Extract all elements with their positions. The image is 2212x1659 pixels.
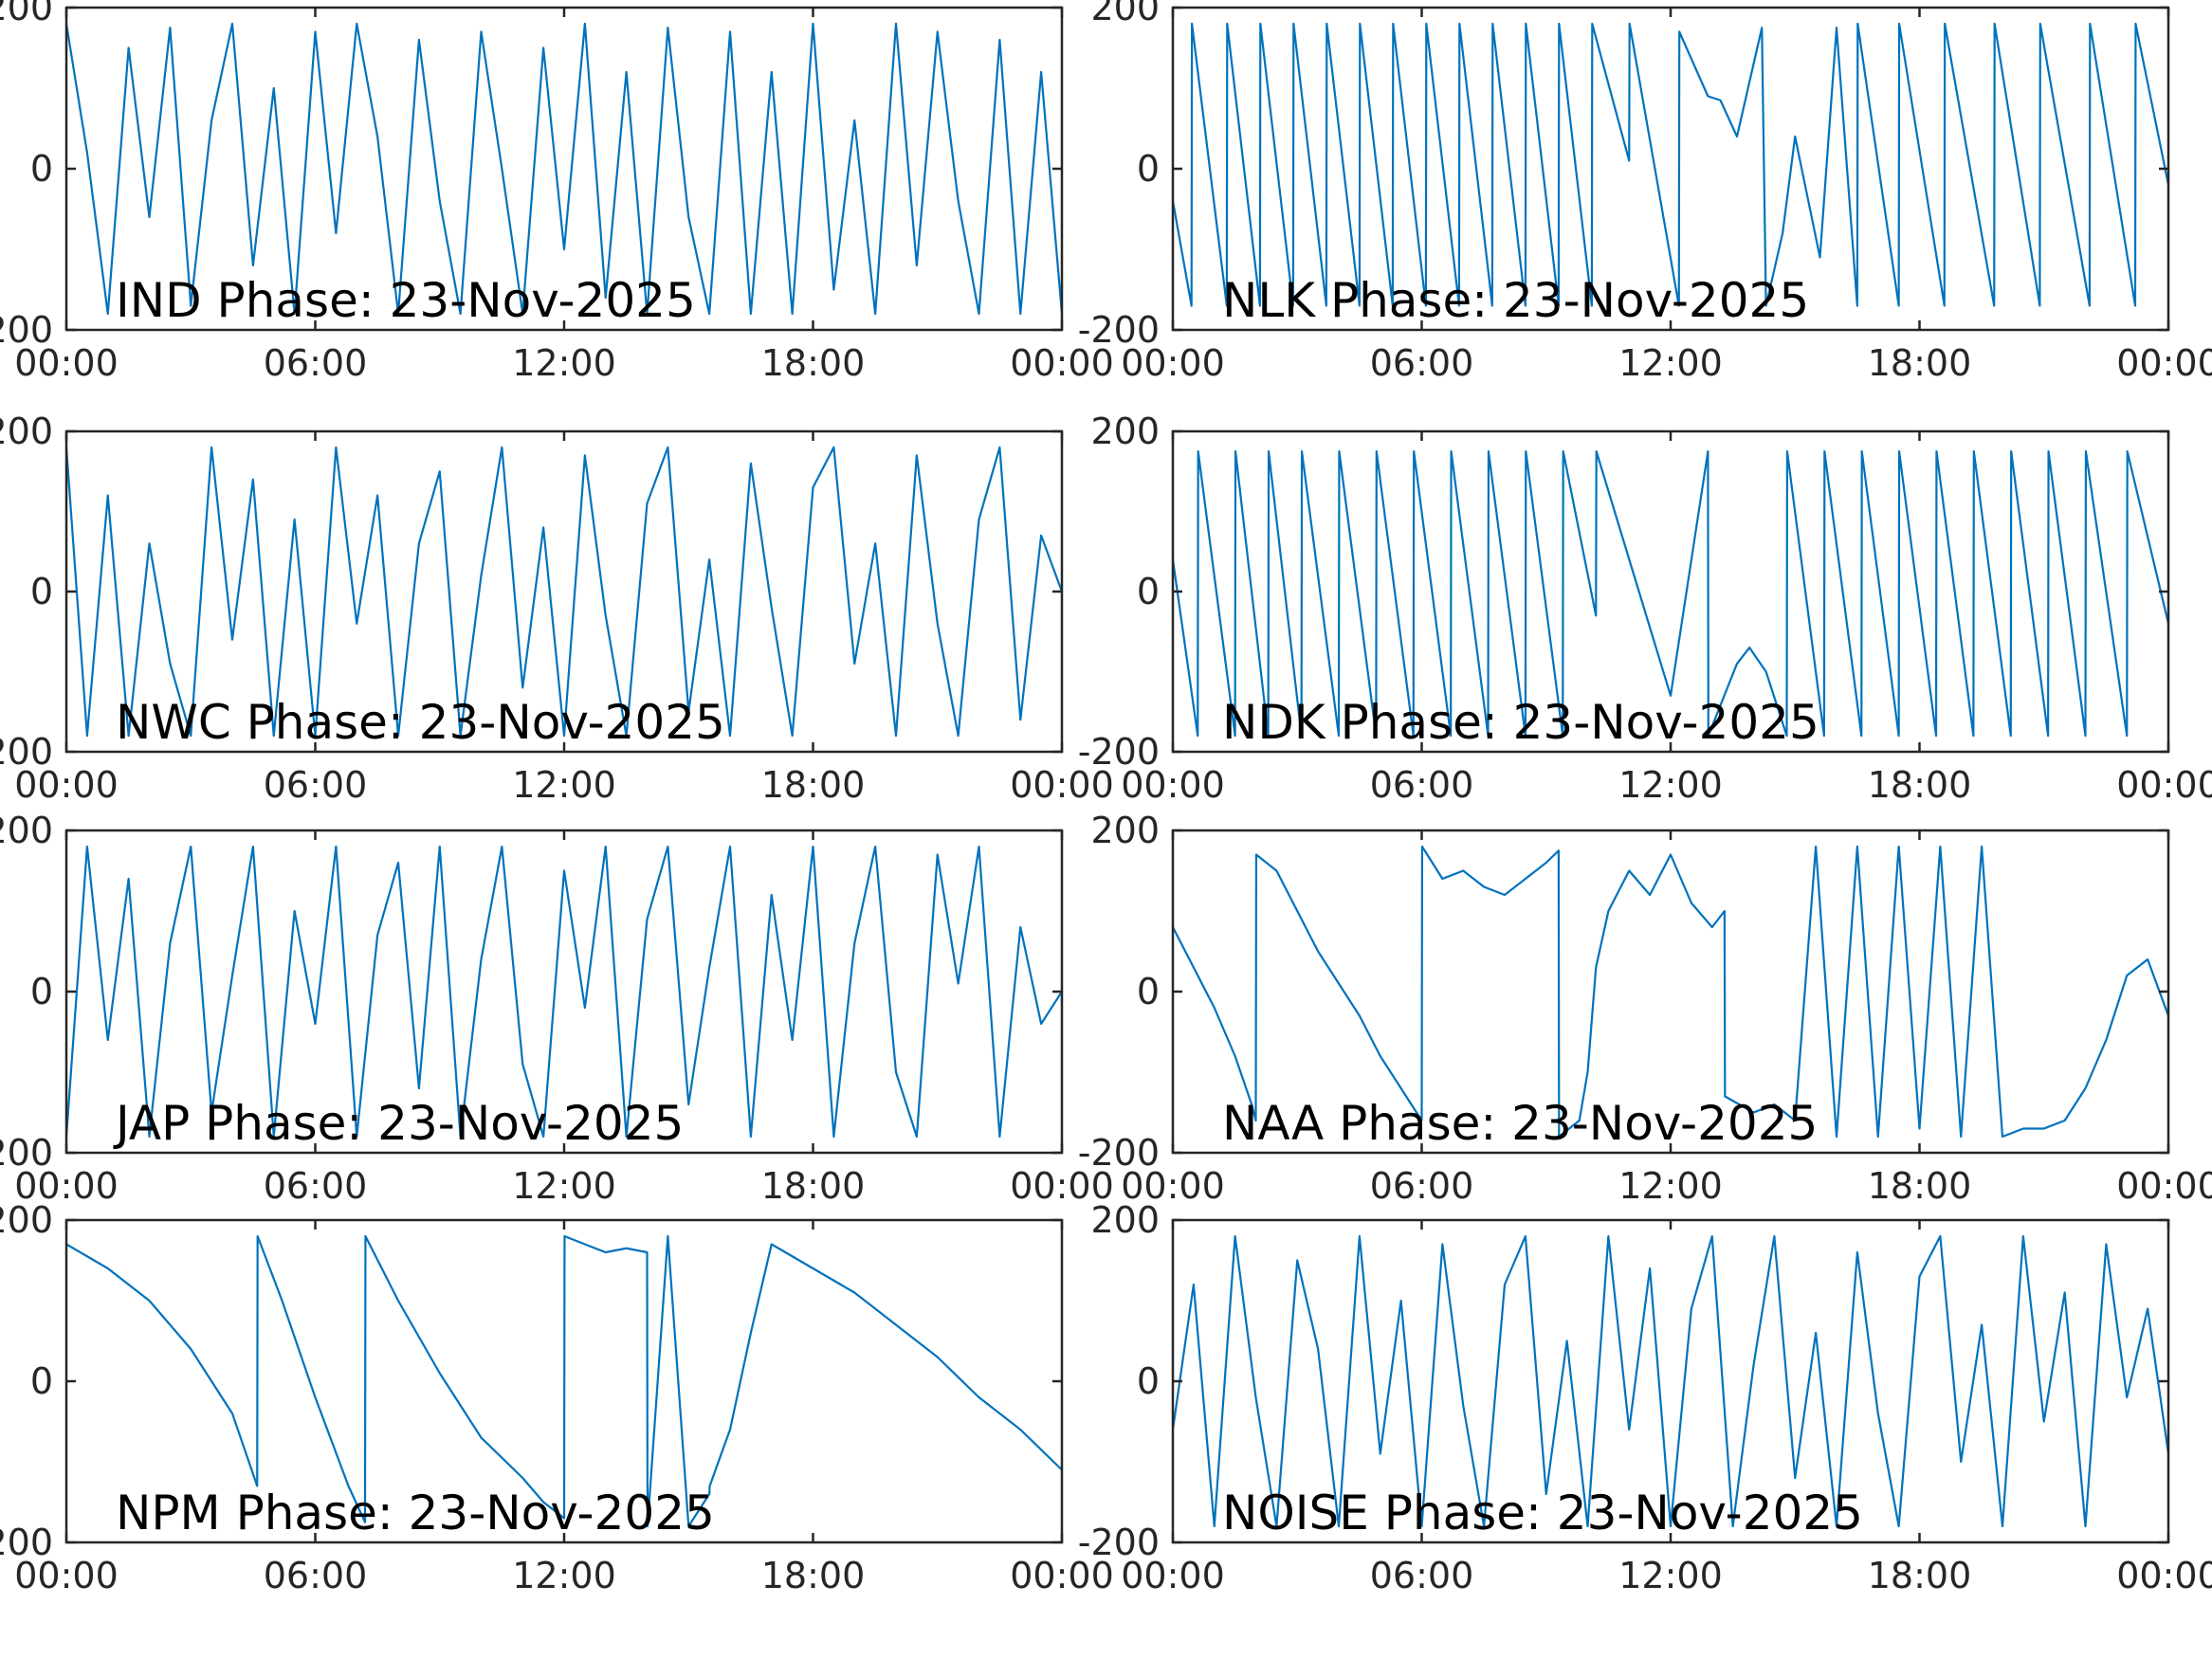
y-tick-label: 0	[30, 148, 53, 190]
x-tick-label: 00:00	[1010, 764, 1114, 806]
x-tick-label: 12:00	[512, 1555, 616, 1596]
y-tick-label: 200	[0, 410, 53, 452]
x-tick-label: 18:00	[1868, 764, 1972, 806]
x-tick-label: 00:00	[2116, 1165, 2212, 1207]
y-tick-label: -200	[0, 1132, 53, 1174]
panel-title: NAA Phase: 23-Nov-2025	[1222, 1096, 1818, 1151]
x-tick-label: 00:00	[2116, 1555, 2212, 1596]
x-tick-label: 06:00	[1370, 764, 1474, 806]
phase-trace	[66, 22, 1062, 316]
y-tick-label: 0	[30, 971, 53, 1012]
y-tick-label: 200	[1090, 810, 1160, 851]
y-tick-label: 0	[1137, 1360, 1160, 1402]
x-tick-label: 06:00	[264, 1555, 368, 1596]
x-tick-label: 00:00	[1121, 764, 1225, 806]
x-tick-label: 12:00	[1618, 342, 1723, 384]
x-tick-label: 06:00	[1370, 342, 1474, 384]
panel-title: NDK Phase: 23-Nov-2025	[1222, 695, 1819, 750]
phase-trace	[66, 446, 1062, 738]
x-tick-label: 00:00	[14, 764, 119, 806]
x-tick-label: 00:00	[1010, 1165, 1114, 1207]
y-tick-label: -200	[1078, 1132, 1160, 1174]
x-tick-label: 06:00	[264, 764, 368, 806]
y-tick-label: -200	[0, 1522, 53, 1563]
y-tick-label: -200	[1078, 731, 1160, 773]
phase-trace	[66, 1234, 1062, 1528]
x-tick-label: 18:00	[761, 342, 866, 384]
y-tick-label: 200	[1090, 1199, 1160, 1241]
x-tick-label: 00:00	[1121, 1165, 1225, 1207]
y-tick-label: 0	[30, 1360, 53, 1402]
panel-title: NPM Phase: 23-Nov-2025	[116, 1486, 715, 1540]
panel-title: NOISE Phase: 23-Nov-2025	[1222, 1486, 1863, 1540]
y-tick-label: 0	[1137, 148, 1160, 190]
y-tick-label: 200	[1090, 0, 1160, 28]
y-tick-label: -200	[0, 309, 53, 351]
panel-title: NLK Phase: 23-Nov-2025	[1222, 273, 1809, 328]
x-tick-label: 18:00	[761, 1165, 866, 1207]
phase-trace	[66, 845, 1062, 1139]
x-tick-label: 00:00	[1010, 1555, 1114, 1596]
y-tick-label: 0	[1137, 571, 1160, 612]
phase-trace	[1173, 845, 2168, 1139]
y-tick-label: 200	[1090, 410, 1160, 452]
x-tick-label: 18:00	[761, 764, 866, 806]
x-tick-label: 18:00	[1868, 1555, 1972, 1596]
x-tick-label: 18:00	[1868, 1165, 1972, 1207]
x-tick-label: 00:00	[14, 1165, 119, 1207]
x-tick-label: 12:00	[1618, 1165, 1723, 1207]
x-tick-label: 00:00	[2116, 764, 2212, 806]
y-tick-label: -200	[1078, 1522, 1160, 1563]
x-tick-label: 06:00	[1370, 1555, 1474, 1596]
x-tick-label: 06:00	[264, 1165, 368, 1207]
x-tick-label: 00:00	[1121, 342, 1225, 384]
y-tick-label: 200	[0, 0, 53, 28]
x-tick-label: 00:00	[2116, 342, 2212, 384]
panel-title: JAP Phase: 23-Nov-2025	[113, 1096, 684, 1151]
x-tick-label: 12:00	[1618, 764, 1723, 806]
y-tick-label: 0	[30, 571, 53, 612]
x-tick-label: 12:00	[1618, 1555, 1723, 1596]
y-tick-label: 0	[1137, 971, 1160, 1012]
y-tick-label: -200	[1078, 309, 1160, 351]
panel-title: IND Phase: 23-Nov-2025	[116, 273, 696, 328]
phase-trace	[1173, 22, 2168, 307]
x-tick-label: 00:00	[14, 1555, 119, 1596]
y-tick-label: 200	[0, 1199, 53, 1241]
x-tick-label: 06:00	[1370, 1165, 1474, 1207]
x-tick-label: 00:00	[1010, 342, 1114, 384]
x-tick-label: 00:00	[14, 342, 119, 384]
x-tick-label: 12:00	[512, 1165, 616, 1207]
x-tick-label: 18:00	[761, 1555, 866, 1596]
x-tick-label: 18:00	[1868, 342, 1972, 384]
phase-trace	[1173, 1234, 2168, 1528]
x-tick-label: 00:00	[1121, 1555, 1225, 1596]
y-tick-label: -200	[0, 731, 53, 773]
panel-title: NWC Phase: 23-Nov-2025	[116, 695, 725, 750]
x-tick-label: 06:00	[264, 342, 368, 384]
y-tick-label: 200	[0, 810, 53, 851]
x-tick-label: 12:00	[512, 342, 616, 384]
x-tick-label: 12:00	[512, 764, 616, 806]
phase-trace	[1173, 450, 2168, 738]
